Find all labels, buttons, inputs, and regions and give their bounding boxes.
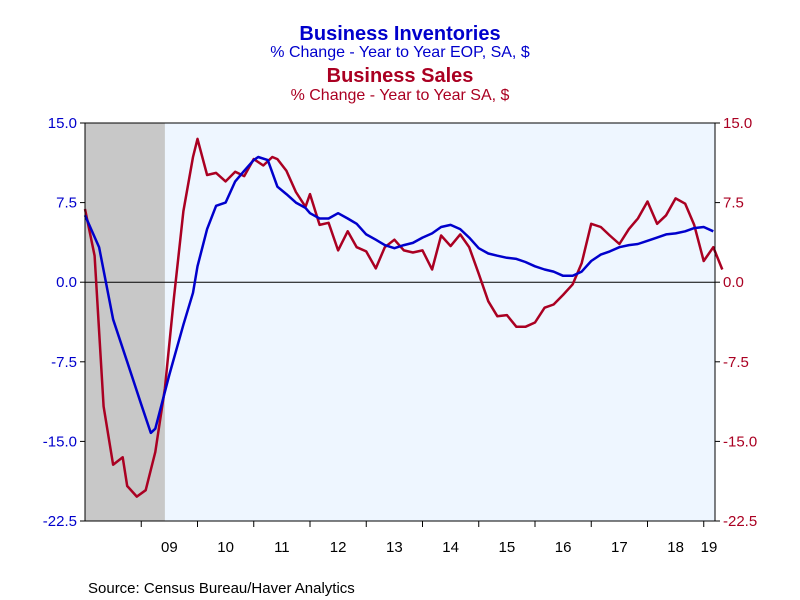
- right-axis-tick-label: -7.5: [723, 354, 749, 371]
- x-axis: 09 10 11 12 13 14 15 16 17 18 19: [140, 521, 718, 556]
- left-axis-tick-label: 0.0: [56, 274, 77, 291]
- right-axis-tick-label: -15.0: [723, 433, 757, 450]
- x-axis-tick-label: 14: [442, 539, 459, 556]
- x-axis-tick-label: 15: [499, 539, 516, 556]
- chart-title-sales: Business Sales: [327, 65, 474, 87]
- right-axis-tick-label: -22.5: [723, 513, 757, 530]
- x-axis-tick-label: 17: [611, 539, 628, 556]
- left-axis-tick-label: -22.5: [43, 513, 77, 530]
- right-axis-tick-label: 0.0: [723, 274, 744, 291]
- right-axis: 15.0 7.5 0.0 -7.5 -15.0 -22.5: [715, 115, 757, 530]
- plot-frame: [84, 122, 716, 522]
- plot-area: [85, 123, 715, 521]
- x-axis-tick-label: 18: [667, 539, 684, 556]
- x-axis-tick-label: 11: [274, 539, 290, 556]
- x-axis-tick-label: 19: [701, 539, 718, 556]
- left-axis: 15.0 7.5 0.0 -7.5 -15.0 -22.5: [43, 115, 85, 530]
- right-axis-tick-label: 7.5: [723, 195, 744, 212]
- left-axis-tick-label: 7.5: [56, 195, 77, 212]
- x-axis-tick-label: 09: [161, 539, 178, 556]
- x-axis-tick-label: 10: [217, 539, 234, 556]
- series-line-business-inventories: [83, 155, 714, 435]
- chart-subtitle-sales: % Change - Year to Year SA, $: [291, 87, 510, 104]
- x-axis-tick-label: 13: [386, 539, 403, 556]
- x-axis-tick-label: 16: [555, 539, 572, 556]
- right-axis-tick-label: 15.0: [723, 115, 752, 132]
- x-axis-tick-label: 12: [330, 539, 347, 556]
- left-axis-tick-label: 15.0: [48, 115, 77, 132]
- chart-title-inventories: Business Inventories: [299, 23, 500, 45]
- left-axis-tick-label: -15.0: [43, 433, 77, 450]
- left-axis-tick-label: -7.5: [51, 354, 77, 371]
- chart-subtitle-inventories: % Change - Year to Year EOP, SA, $: [270, 44, 530, 61]
- source-note: Source: Census Bureau/Haver Analytics: [88, 580, 355, 597]
- series-line-business-sales: [83, 137, 724, 498]
